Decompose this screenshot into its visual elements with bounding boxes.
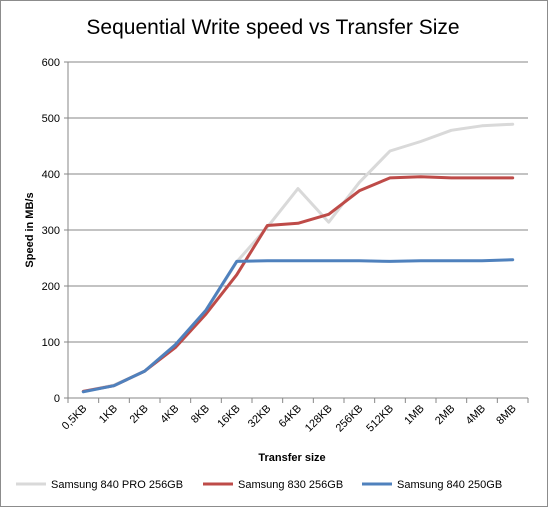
x-tick-label: 512KB bbox=[364, 403, 396, 435]
y-tick-label: 600 bbox=[42, 57, 60, 69]
legend-label: Samsung 830 256GB bbox=[238, 479, 343, 491]
legend-label: Samsung 840 PRO 256GB bbox=[51, 479, 183, 491]
grid bbox=[68, 61, 528, 343]
x-tick-label: 128KB bbox=[303, 403, 335, 435]
x-axis-label: Transfer size bbox=[258, 452, 325, 464]
series-lines bbox=[81, 122, 515, 394]
y-axis-label: Speed in MB/s bbox=[24, 192, 36, 267]
y-tick-label: 0 bbox=[54, 393, 60, 405]
series-line-samsung-840-pro-256gb bbox=[81, 122, 515, 393]
x-tick-label: 4MB bbox=[464, 403, 488, 427]
x-tick-label: 1KB bbox=[97, 403, 120, 426]
y-tick-label: 300 bbox=[42, 225, 60, 237]
y-tick-label: 400 bbox=[42, 169, 60, 181]
x-axis-ticks: 0,5KB 1KB 2KB 4KB 8KB 16KB 32KB 64KB128KB256KB5… bbox=[60, 398, 529, 435]
legend: Samsung 840 PRO 256GB Samsung 830 256GB Sa… bbox=[16, 479, 502, 491]
x-tick-label: 0,5KB bbox=[60, 403, 90, 433]
series-line-samsung-830-256gb bbox=[81, 175, 515, 393]
y-tick-label: 100 bbox=[42, 337, 60, 349]
x-tick-label: 8MB bbox=[494, 403, 518, 427]
x-tick-label: 2KB bbox=[128, 403, 151, 426]
x-tick-label: 64KB bbox=[277, 403, 305, 431]
y-tick-label: 500 bbox=[42, 113, 60, 125]
chart-title: Sequential Write speed vs Transfer Size bbox=[86, 16, 459, 39]
x-tick-label: 8KB bbox=[189, 403, 212, 426]
legend-label: Samsung 840 250GB bbox=[397, 479, 502, 491]
y-axis-ticks: 0 100 200 300 400 500 600 bbox=[42, 57, 68, 405]
y-tick-label: 200 bbox=[42, 281, 60, 293]
x-tick-label: 256KB bbox=[334, 403, 366, 435]
x-tick-label: 2MB bbox=[433, 403, 457, 427]
x-tick-label: 1MB bbox=[402, 403, 426, 427]
x-tick-label: 32KB bbox=[246, 403, 274, 431]
x-tick-label: 4KB bbox=[158, 403, 181, 426]
x-tick-label: 16KB bbox=[215, 403, 243, 431]
series-line-samsung-840-250gb bbox=[81, 258, 515, 394]
